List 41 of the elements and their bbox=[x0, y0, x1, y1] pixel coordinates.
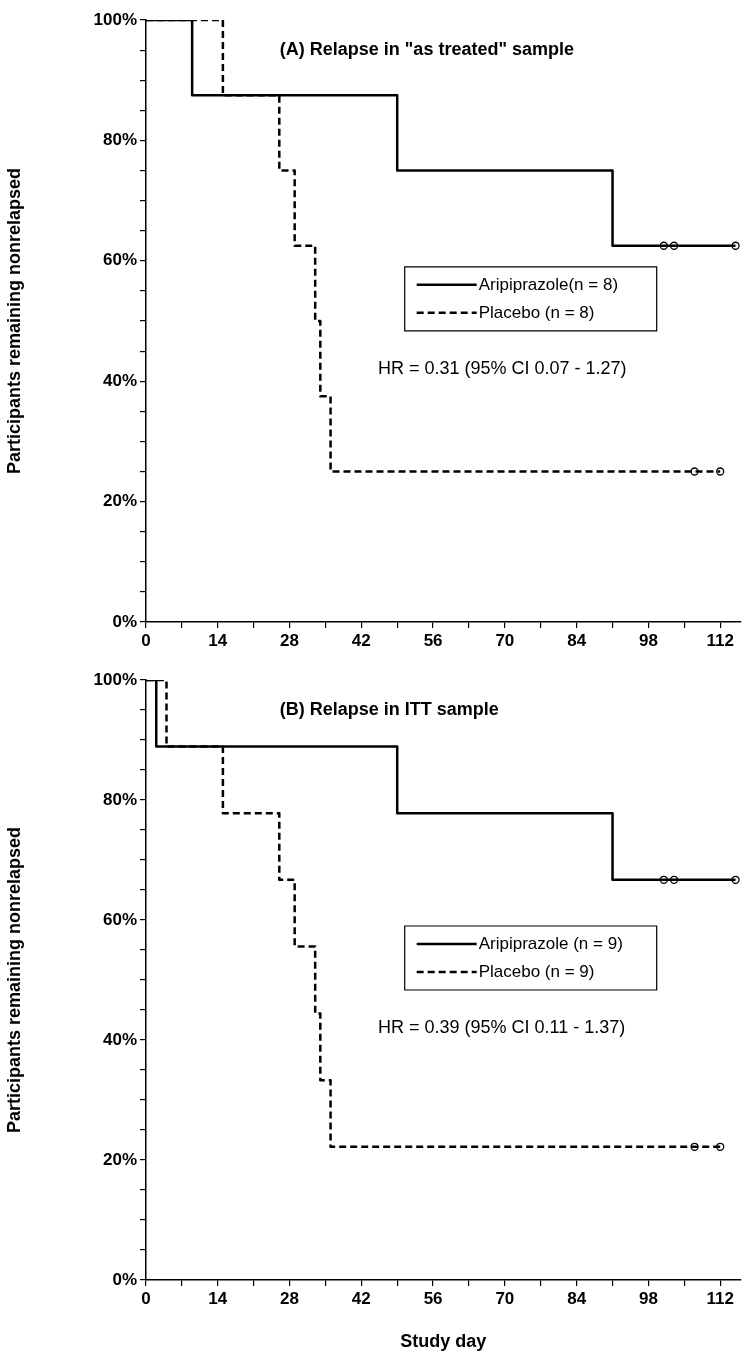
x-tick-label: 14 bbox=[208, 630, 228, 650]
x-tick-label: 14 bbox=[208, 1288, 228, 1308]
x-tick-label: 56 bbox=[423, 1288, 443, 1308]
legend-label: Placebo (n = 9) bbox=[478, 961, 595, 981]
text: (B) Relapse in ITT sample bbox=[279, 698, 499, 719]
y-tick-label: 0% bbox=[112, 611, 137, 631]
x-tick-label: 28 bbox=[280, 1288, 300, 1308]
y-axis-title: Participants remaining nonrelapsed bbox=[3, 826, 24, 1134]
text: (A) Relapse in "as treated" sample bbox=[279, 39, 574, 60]
y-tick-label: 60% bbox=[102, 250, 137, 270]
x-tick-label: 70 bbox=[495, 1288, 515, 1308]
y-tick-label: 60% bbox=[102, 909, 137, 929]
y-tick-label: 100% bbox=[93, 669, 137, 689]
y-tick-label: 40% bbox=[102, 370, 137, 390]
legend-label: Aripiprazole (n = 9) bbox=[478, 933, 623, 953]
x-tick-label: 42 bbox=[351, 1288, 371, 1308]
annotation: HR = 0.39 (95% CI 0.11 - 1.37) bbox=[377, 1016, 626, 1037]
y-tick-label: 100% bbox=[93, 9, 137, 29]
x-tick-label: 84 bbox=[567, 630, 587, 650]
x-tick-label: 56 bbox=[423, 630, 443, 650]
x-tick-label: 0 bbox=[141, 1288, 151, 1308]
y-tick-label: 20% bbox=[102, 491, 137, 511]
x-tick-label: 84 bbox=[567, 1288, 587, 1308]
x-tick-label: 112 bbox=[706, 630, 734, 650]
x-tick-label: 42 bbox=[351, 630, 371, 650]
y-tick-label: 20% bbox=[102, 1149, 137, 1169]
annotation: HR = 0.31 (95% CI 0.07 - 1.27) bbox=[377, 358, 627, 379]
x-tick-label: 112 bbox=[706, 1288, 734, 1308]
x-tick-label: 0 bbox=[141, 630, 151, 650]
y-axis-title: Participants remaining nonrelapsed bbox=[3, 167, 24, 475]
y-tick-label: 0% bbox=[112, 1269, 137, 1289]
x-tick-label: 70 bbox=[495, 630, 515, 650]
y-tick-label: 80% bbox=[102, 130, 137, 150]
legend-label: Aripiprazole(n = 8) bbox=[478, 274, 619, 294]
legend-label: Placebo (n = 8) bbox=[478, 302, 595, 322]
x-axis-title: Study day bbox=[400, 1331, 487, 1352]
x-tick-label: 28 bbox=[280, 630, 300, 650]
x-tick-label: 98 bbox=[638, 1288, 658, 1308]
y-tick-label: 80% bbox=[102, 789, 137, 809]
x-tick-label: 98 bbox=[638, 630, 658, 650]
y-tick-label: 40% bbox=[102, 1029, 137, 1049]
